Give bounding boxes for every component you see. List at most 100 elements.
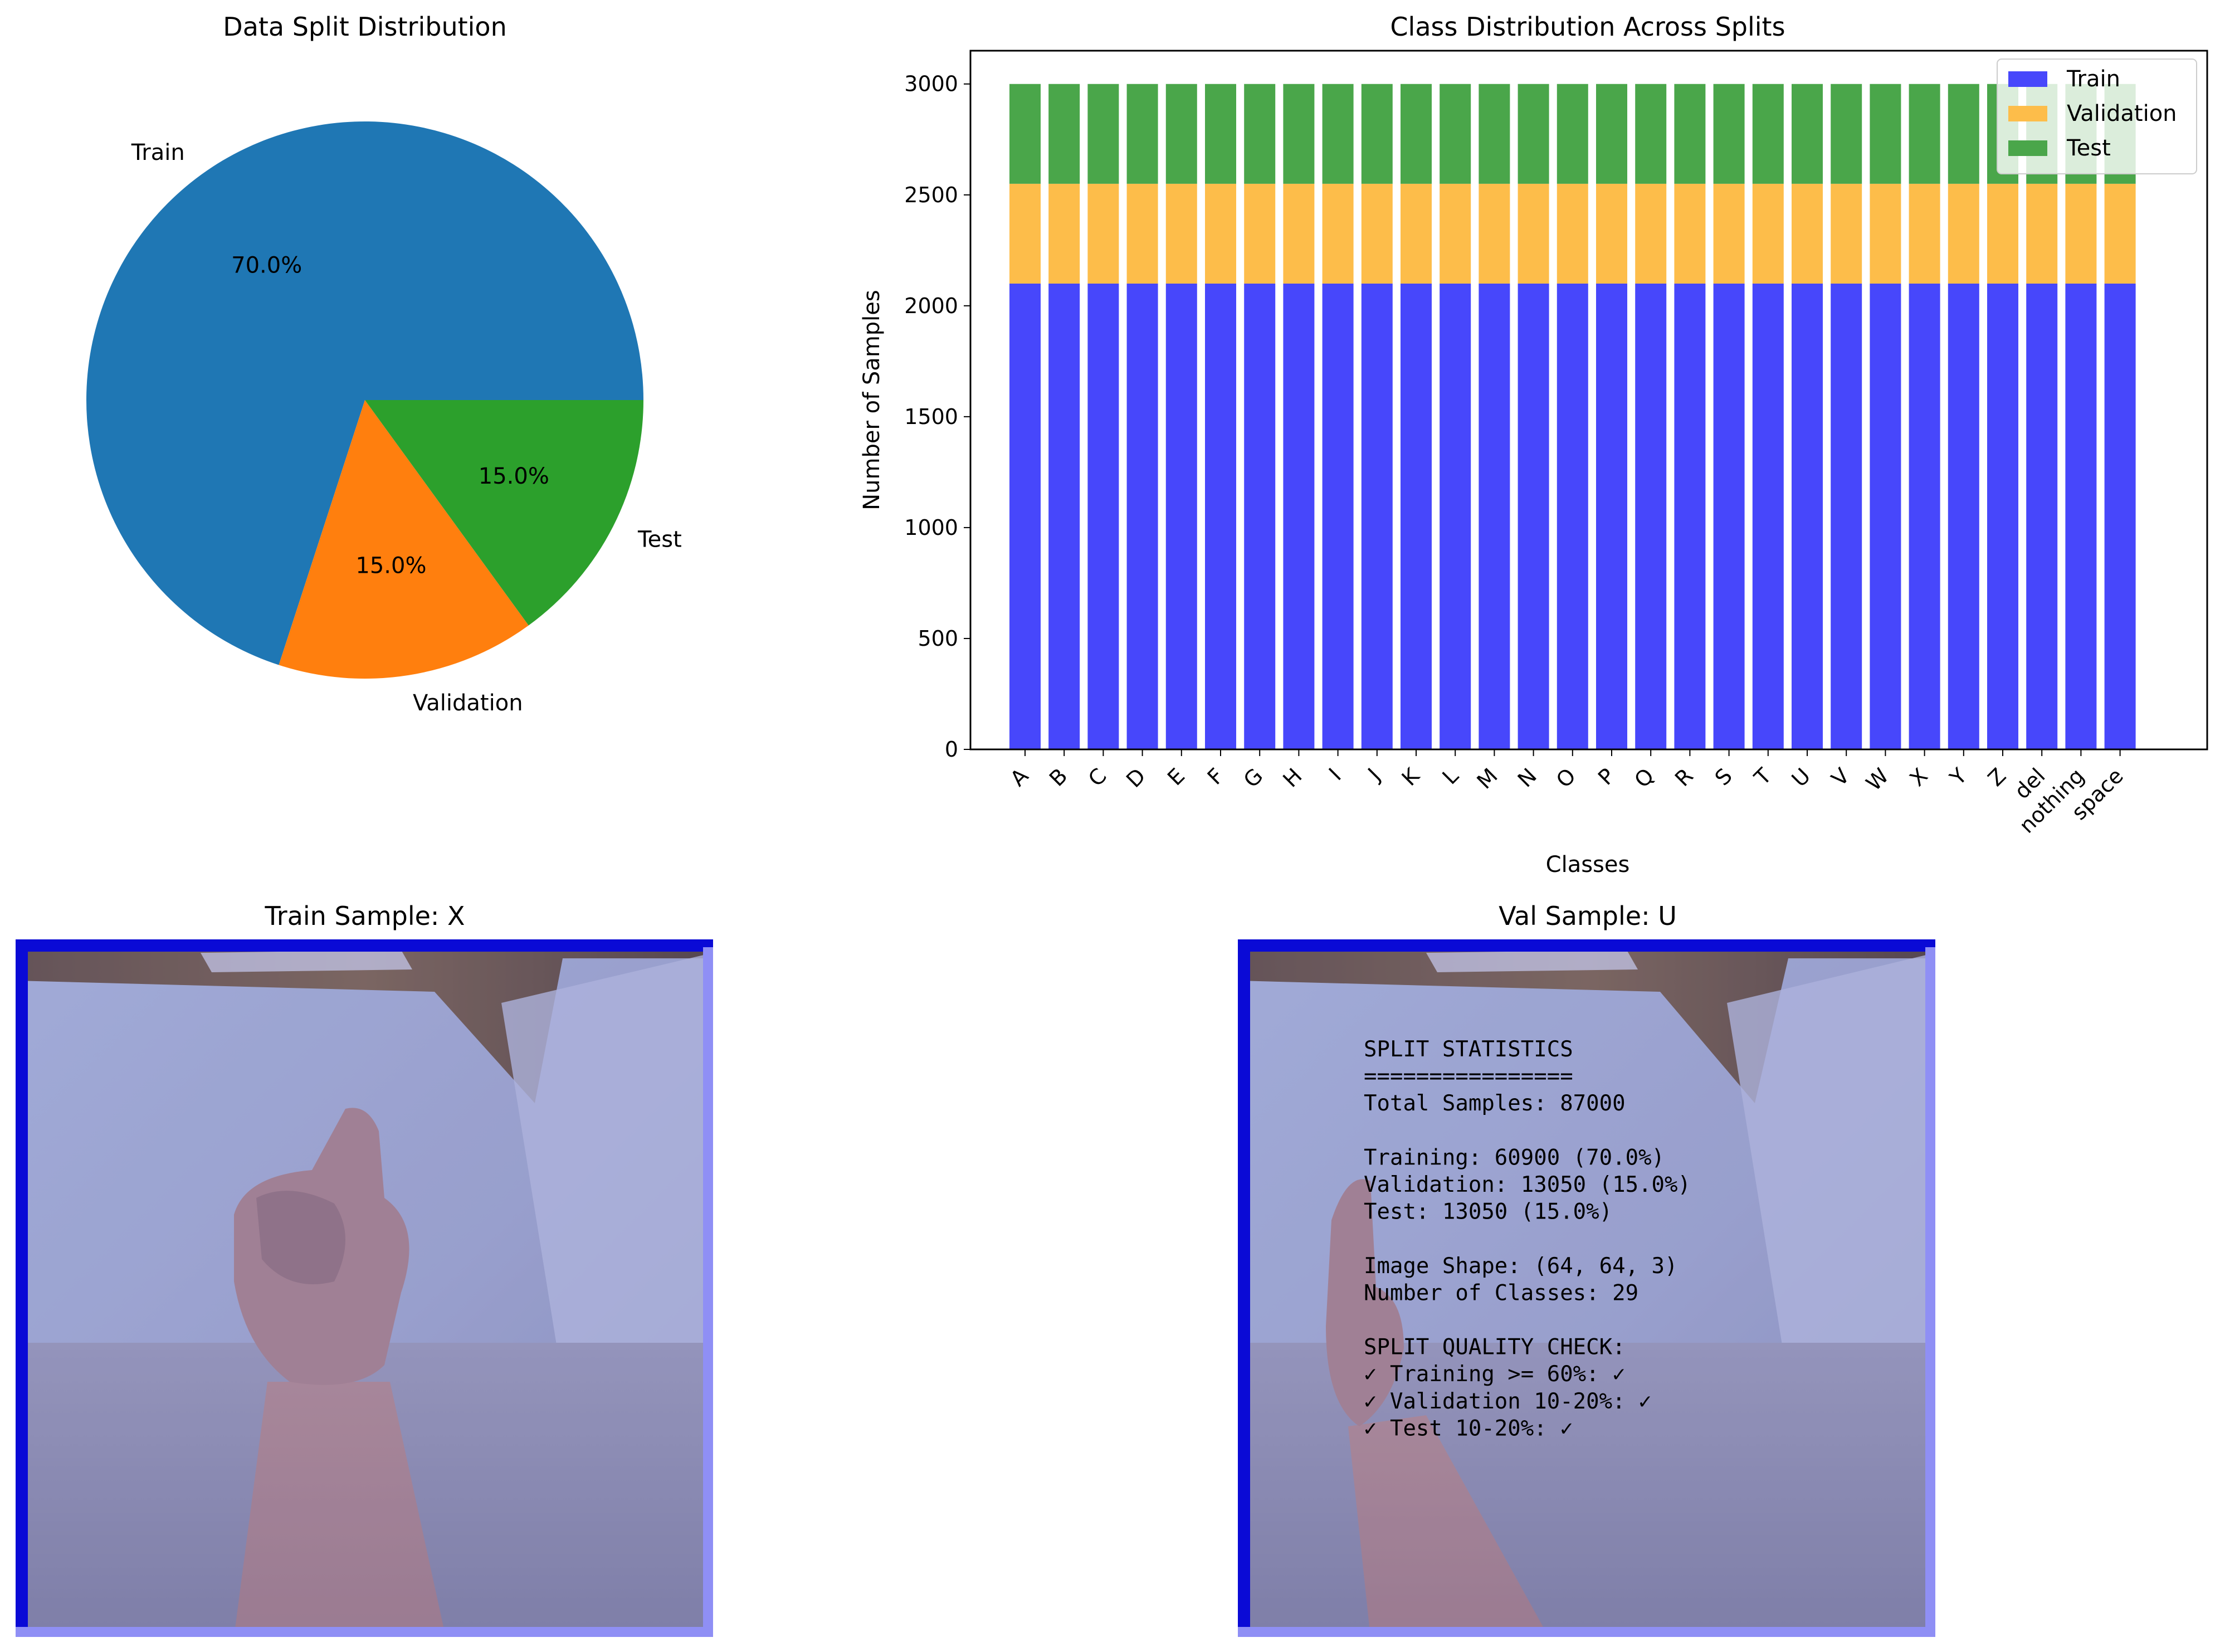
train-sample-title: Train Sample: X (264, 901, 465, 931)
bar-test-T (1752, 84, 1784, 184)
bar-validation-P (1596, 183, 1627, 284)
bar-validation-Z (1987, 183, 2018, 284)
x-tick-label: K (1397, 763, 1424, 790)
bar-test-E (1165, 84, 1197, 184)
x-tick-label: Q (1629, 763, 1658, 792)
bar-validation-A (1009, 183, 1041, 284)
bar-train-Z (1987, 284, 2018, 749)
stats-line: Number of Classes: 29 (1364, 1280, 1638, 1305)
bar-validation-M (1479, 183, 1510, 284)
bar-train-N (1518, 284, 1549, 749)
stats-line: Training: 60900 (70.0%) (1364, 1145, 1665, 1170)
bar-validation-R (1674, 183, 1706, 284)
bar-train-del (2026, 284, 2058, 749)
bar-validation-K (1401, 183, 1432, 284)
bar-train-Y (1948, 284, 1979, 749)
bar-train-nothing (2065, 284, 2097, 749)
x-tick-label: G (1239, 763, 1268, 792)
x-tick-label: T (1749, 763, 1777, 791)
bar-validation-S (1713, 183, 1745, 284)
bar-train-C (1087, 284, 1119, 749)
bar-test-Y (1948, 84, 1979, 184)
pie-label-train: Train (131, 140, 185, 165)
bar-test-Q (1635, 84, 1667, 184)
bar-test-O (1557, 84, 1588, 184)
bar-validation-H (1283, 183, 1315, 284)
bar-validation-V (1831, 183, 1862, 284)
pie-slice-train (86, 121, 643, 665)
x-axis-label: Classes (1546, 852, 1630, 878)
bar-validation-C (1087, 183, 1119, 284)
bar-validation-U (1792, 183, 1823, 284)
pie-title: Data Split Distribution (223, 12, 506, 42)
legend-label-train: Train (2066, 66, 2120, 92)
bar-train-X (1909, 284, 1940, 749)
bar-train-T (1752, 284, 1784, 749)
x-tick-label: B (1045, 763, 1072, 791)
bar-train-S (1713, 284, 1745, 749)
bar-validation-Y (1948, 183, 1979, 284)
bar-train-A (1009, 284, 1041, 749)
x-tick-label: V (1827, 763, 1854, 791)
x-tick-label: R (1670, 763, 1698, 791)
bar-test-J (1361, 84, 1393, 184)
stats-line: Test: 13050 (15.0%) (1364, 1200, 1612, 1225)
train-sample-image (16, 939, 713, 1637)
bar-test-B (1048, 84, 1080, 184)
bar-test-G (1244, 84, 1276, 184)
stats-line: Image Shape: (64, 64, 3) (1364, 1254, 1678, 1279)
stats-line: ✓ Test 10-20%: ✓ (1364, 1416, 1573, 1441)
bar-chart-axes-frame (969, 50, 2208, 751)
bar-validation-B (1048, 183, 1080, 284)
legend-swatch-test (2008, 140, 2047, 156)
bar-test-V (1831, 84, 1862, 184)
split-statistics-text: SPLIT STATISTICS================Total Sa… (1364, 1037, 1691, 1441)
x-tick-label: L (1437, 763, 1463, 789)
legend-label-validation: Validation (2067, 101, 2177, 126)
pie-pct-test: 15.0% (479, 464, 549, 489)
x-tick-label: E (1163, 763, 1189, 790)
bar-train-P (1596, 284, 1627, 749)
stats-line: Validation: 13050 (15.0%) (1364, 1172, 1691, 1197)
bar-test-R (1674, 84, 1706, 184)
val-sample-image (1238, 939, 1935, 1637)
bar-test-N (1518, 84, 1549, 184)
bar-validation-nothing (2065, 183, 2097, 284)
bar-test-L (1440, 84, 1471, 184)
bar-train-H (1283, 284, 1315, 749)
bar-train-R (1674, 284, 1706, 749)
bar-test-C (1087, 84, 1119, 184)
bar-train-K (1401, 284, 1432, 749)
x-tick-label: N (1513, 763, 1541, 792)
bar-test-K (1401, 84, 1432, 184)
bar-test-M (1479, 84, 1510, 184)
bar-validation-O (1557, 183, 1588, 284)
x-tick-label: D (1121, 763, 1150, 792)
bar-validation-W (1870, 183, 1901, 284)
x-tick-label: X (1905, 763, 1933, 791)
stats-line: ================ (1364, 1064, 1573, 1089)
bar-validation-D (1126, 183, 1158, 284)
x-tick-label: F (1203, 763, 1229, 790)
bar-test-X (1909, 84, 1940, 184)
x-tick-label: Y (1945, 763, 1972, 791)
y-tick-label: 0 (945, 737, 958, 762)
bar-train-W (1870, 284, 1901, 749)
x-tick-label: Z (1983, 763, 2011, 791)
x-tick-label: S (1710, 763, 1737, 790)
x-tick-label: J (1363, 763, 1385, 786)
val-sample-title: Val Sample: U (1499, 901, 1677, 931)
x-tick-label: M (1472, 763, 1502, 793)
stats-line: ✓ Validation 10-20%: ✓ (1364, 1389, 1652, 1414)
bar-chart-plot: A B C D E F G H I J K L M N O P Q R S T U V W X Y Zdelnothingspac… (904, 72, 2136, 838)
x-tick-label: U (1787, 763, 1816, 792)
legend-swatch-train (2008, 71, 2047, 87)
legend-label-test: Test (2066, 135, 2111, 161)
pie-chart: Train 70.0% Validation 15.0% Test 15.0% (86, 121, 682, 716)
bar-validation-F (1205, 183, 1236, 284)
bar-train-O (1557, 284, 1588, 749)
bar-chart-title: Class Distribution Across Splits (1390, 12, 1785, 42)
y-tick-label: 1500 (904, 405, 958, 429)
stats-line: ✓ Training >= 60%: ✓ (1364, 1362, 1626, 1387)
